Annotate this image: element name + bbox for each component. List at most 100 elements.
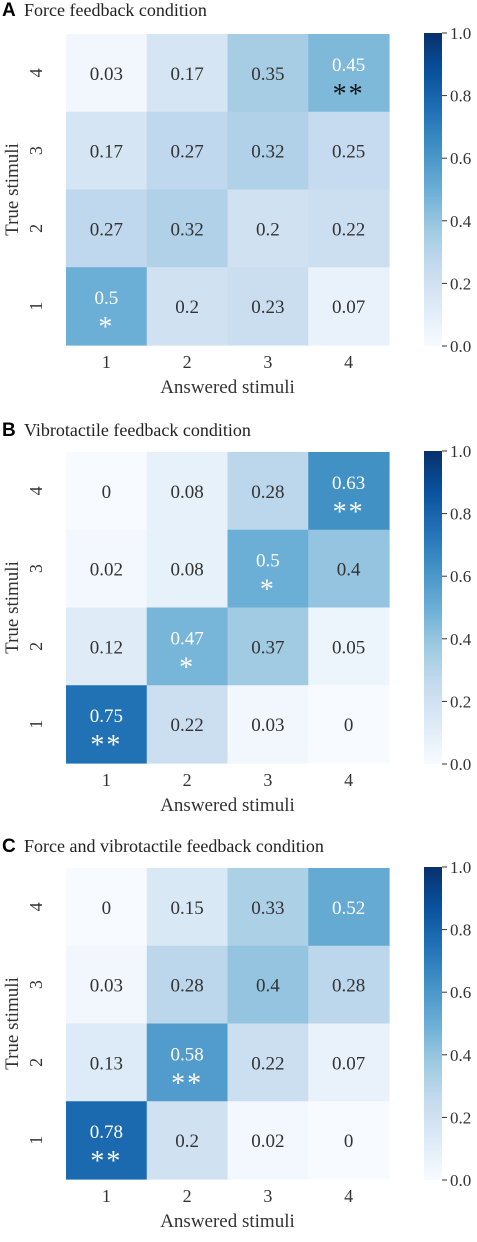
cell-value-label: 0.25 <box>332 142 365 163</box>
panel-title: Force feedback condition <box>24 0 207 20</box>
heatmap-cell <box>227 529 309 609</box>
heatmap-cell <box>66 685 148 764</box>
heatmap-cell <box>146 607 229 686</box>
y-tick-label: 1 <box>26 720 46 729</box>
colorbar-tick-label: 0.4 <box>450 630 472 649</box>
heatmap-cell <box>308 189 390 268</box>
cell-value-label: 0.22 <box>332 219 365 240</box>
cell-value-label: 0.27 <box>90 219 123 240</box>
x-tick-label: 3 <box>263 1186 272 1206</box>
heatmap-cell <box>66 189 148 268</box>
heatmap-cell <box>308 267 390 346</box>
heatmap-cell <box>146 111 229 191</box>
cell-value-label: 0.32 <box>171 219 204 240</box>
colorbar-tick-label: 1.0 <box>450 442 471 461</box>
y-axis-label: True stimuli <box>2 143 23 236</box>
y-tick-label: 4 <box>26 68 46 77</box>
heatmap-cell <box>308 868 390 947</box>
cell-value-label: 0.78 <box>90 1122 123 1143</box>
heatmap-cell <box>146 1101 229 1180</box>
heatmap-cell <box>227 1101 309 1180</box>
cell-value-label: 0.08 <box>171 482 204 503</box>
heatmap-cell <box>227 34 309 113</box>
y-axis-label: True stimuli <box>2 561 23 654</box>
x-axis-label: Answered stimuli <box>160 795 295 816</box>
cell-value-label: 0.13 <box>90 1053 123 1074</box>
heatmap-cell <box>146 868 229 947</box>
cell-value-label: 0.33 <box>251 898 284 919</box>
cell-value-label: 0.03 <box>251 715 284 736</box>
cell-value-label: 0.27 <box>171 142 204 163</box>
heatmap-cell <box>308 111 390 191</box>
heatmap-cell <box>146 189 229 268</box>
significance-marker: ** <box>333 497 365 528</box>
heatmap-panel-b: B Vibrotactile feedback condition 0 0.08 0.2… <box>2 420 472 816</box>
heatmap-cell <box>308 529 390 609</box>
cell-value-label: 0 <box>344 1131 354 1152</box>
colorbar-tick-label: 0.4 <box>450 212 472 231</box>
x-axis-label: Answered stimuli <box>160 1211 295 1232</box>
colorbar-tick-label: 0.2 <box>450 692 471 711</box>
colorbar <box>424 33 442 346</box>
cell-value-label: 0.32 <box>251 142 284 163</box>
cell-value-label: 0.28 <box>332 976 365 997</box>
heatmap-cell <box>227 1023 309 1102</box>
heatmap-panel-c: C Force and vibrotactile feedback conditi… <box>2 836 472 1232</box>
cell-value-label: 0 <box>102 898 112 919</box>
heatmap-cell <box>227 189 309 268</box>
colorbar <box>424 867 442 1180</box>
heatmap-cell <box>308 452 390 531</box>
cell-value-label: 0 <box>344 715 354 736</box>
heatmap-cell <box>227 267 309 346</box>
cell-value-label: 0.58 <box>171 1044 204 1065</box>
heatmap-cell <box>66 945 148 1025</box>
cell-value-label: 0.15 <box>171 898 204 919</box>
heatmap-cell <box>66 1101 148 1180</box>
cell-value-label: 0.03 <box>90 976 123 997</box>
cell-value-label: 0.08 <box>171 560 204 581</box>
heatmap-cell <box>146 529 229 609</box>
heatmap-cell <box>146 1023 229 1102</box>
cell-value-label: 0.4 <box>256 976 280 997</box>
y-tick-label: 3 <box>26 564 46 573</box>
heatmap-cell <box>308 607 390 686</box>
cell-value-label: 0.22 <box>171 715 204 736</box>
panel-title: Force and vibrotactile feedback conditio… <box>24 836 324 856</box>
panel-letter: C <box>2 836 16 857</box>
cell-value-label: 0.4 <box>337 560 361 581</box>
colorbar-tick-label: 0.2 <box>450 1108 471 1127</box>
cell-value-label: 0.75 <box>90 706 123 727</box>
significance-marker: * <box>260 575 276 606</box>
significance-marker: ** <box>171 1068 203 1099</box>
cell-value-label: 0.2 <box>256 219 280 240</box>
heatmap-cell <box>66 607 148 686</box>
cell-value-label: 0.37 <box>251 637 284 658</box>
cell-value-label: 0.02 <box>90 560 123 581</box>
cell-value-label: 0.17 <box>171 64 204 85</box>
heatmap-cell <box>66 1023 148 1102</box>
y-tick-label: 2 <box>26 224 46 233</box>
significance-marker: ** <box>90 1146 122 1177</box>
cell-value-label: 0.45 <box>332 55 365 76</box>
cell-value-label: 0.12 <box>90 637 123 658</box>
y-tick-label: 3 <box>26 146 46 155</box>
cell-value-label: 0.23 <box>251 297 284 318</box>
cell-value-label: 0.05 <box>332 637 365 658</box>
panel-letter: B <box>2 420 16 441</box>
significance-marker: * <box>179 652 195 683</box>
heatmap-cell <box>66 868 148 947</box>
cell-value-label: 0.02 <box>251 1131 284 1152</box>
y-tick-label: 1 <box>26 1136 46 1145</box>
colorbar-tick-label: 0.0 <box>450 337 471 356</box>
heatmap-cell <box>66 111 148 191</box>
colorbar-tick-label: 0.8 <box>450 505 471 524</box>
x-tick-label: 3 <box>263 770 272 790</box>
cell-value-label: 0.35 <box>251 64 284 85</box>
colorbar-tick-label: 0.6 <box>450 983 471 1002</box>
colorbar <box>424 451 442 764</box>
colorbar-tick-label: 0.6 <box>450 567 471 586</box>
heatmap-cell <box>66 452 148 531</box>
x-axis-label: Answered stimuli <box>160 377 295 398</box>
